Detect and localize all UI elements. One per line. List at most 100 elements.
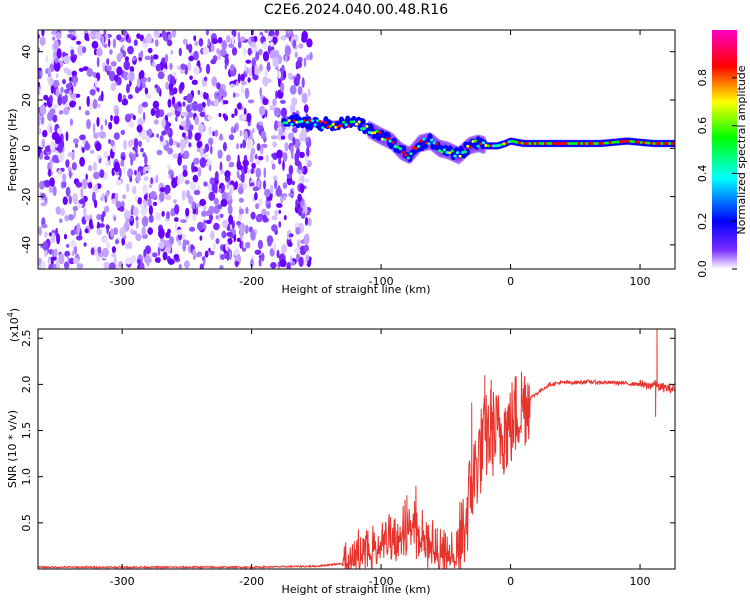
noise-blob — [38, 265, 42, 269]
noise-blob — [192, 208, 197, 215]
noise-blob — [299, 183, 305, 194]
noise-blob — [282, 125, 285, 133]
ridge-peak — [626, 139, 631, 143]
noise-blob — [169, 236, 174, 245]
noise-blob — [49, 125, 53, 134]
noise-blob — [49, 140, 56, 152]
ridge-peak — [481, 141, 485, 145]
noise-blob — [177, 65, 181, 70]
noise-blob — [108, 262, 116, 269]
noise-blob — [277, 185, 281, 191]
noise-blob — [69, 100, 76, 108]
noise-blob — [254, 153, 258, 160]
noise-blob — [194, 41, 199, 46]
noise-blob — [136, 258, 142, 265]
ridge-peak — [367, 130, 371, 134]
noise-blob — [94, 31, 102, 40]
noise-blob — [284, 54, 288, 63]
noise-blob — [44, 196, 48, 205]
noise-blob — [97, 103, 101, 108]
noise-blob — [288, 192, 294, 197]
noise-blob — [253, 35, 258, 43]
ridge-peak — [507, 140, 511, 144]
ridge-peak — [300, 119, 304, 123]
noise-blob — [52, 185, 57, 197]
noise-blob — [269, 105, 276, 111]
spectrogram-frame — [37, 29, 676, 270]
noise-blob — [194, 116, 200, 126]
noise-blob — [48, 77, 54, 87]
noise-blob — [231, 47, 238, 56]
ridge-core — [300, 121, 306, 129]
noise-blob — [224, 170, 231, 178]
x-tick-label: -100 — [369, 575, 394, 588]
ridge-peak — [528, 142, 532, 145]
noise-blob — [205, 30, 209, 36]
x-tick-label: 100 — [630, 275, 651, 288]
noise-blob — [304, 155, 308, 166]
noise-blob — [234, 123, 239, 130]
noise-blob — [62, 79, 66, 85]
ridge-peak — [637, 140, 641, 144]
noise-blob — [236, 170, 240, 179]
ridge-peak — [334, 125, 338, 129]
noise-blob — [131, 153, 136, 161]
y-tick-label: 0.5 — [20, 514, 33, 532]
ridge-peak — [634, 140, 638, 144]
x-tick-label: 100 — [630, 575, 651, 588]
noise-blob — [103, 261, 110, 269]
noise-blob — [258, 121, 264, 126]
noise-blob — [60, 208, 65, 217]
noise-blob — [274, 209, 279, 216]
ridge-peak — [466, 144, 470, 148]
noise-blob — [278, 209, 281, 214]
noise-blob — [247, 77, 251, 83]
noise-blob — [264, 188, 271, 198]
noise-blob — [259, 87, 263, 97]
noise-blob — [215, 215, 219, 220]
noise-blob — [211, 76, 218, 87]
spectrogram-xlabel: Height of straight line (km) — [281, 283, 430, 296]
noise-blob — [127, 38, 132, 44]
ridge-peak — [326, 125, 330, 129]
noise-blob — [221, 230, 227, 239]
noise-blob — [143, 194, 148, 200]
noise-blob — [161, 30, 166, 38]
ridge-peak — [437, 149, 441, 153]
ridge-peak — [502, 142, 506, 146]
y-tick-label: 40 — [20, 45, 33, 59]
noise-blob — [140, 50, 144, 58]
colorbar-tick-label: 0.6 — [696, 117, 709, 135]
noise-blob — [75, 181, 83, 188]
noise-blob — [117, 92, 123, 103]
noise-blob — [282, 160, 285, 171]
noise-blob — [286, 173, 293, 179]
noise-blob — [250, 211, 256, 220]
noise-blob — [53, 50, 57, 61]
noise-blob — [217, 149, 223, 159]
noise-blob — [270, 262, 277, 269]
noise-blob — [105, 33, 109, 41]
ridge-peak — [432, 141, 436, 145]
noise-blob — [155, 39, 159, 47]
noise-blob — [218, 188, 222, 193]
noise-blob — [64, 215, 69, 222]
noise-blob — [87, 182, 93, 189]
y-tick-label: -40 — [20, 236, 33, 254]
noise-blob — [240, 143, 243, 149]
noise-blob — [264, 30, 269, 34]
noise-blob — [155, 107, 161, 119]
noise-blob — [279, 259, 287, 268]
noise-blob — [122, 50, 127, 58]
ridge-peak — [600, 141, 605, 145]
noise-blob — [283, 131, 288, 136]
noise-blob — [237, 31, 241, 42]
noise-blob — [286, 30, 292, 34]
noise-blob — [184, 260, 190, 269]
noise-blob — [287, 72, 293, 79]
snr-ylabel: SNR (10 * v/v) — [6, 410, 19, 488]
noise-blob — [280, 135, 286, 140]
noise-blob — [274, 50, 280, 58]
noise-blob — [164, 53, 169, 63]
noise-blob — [250, 168, 254, 175]
